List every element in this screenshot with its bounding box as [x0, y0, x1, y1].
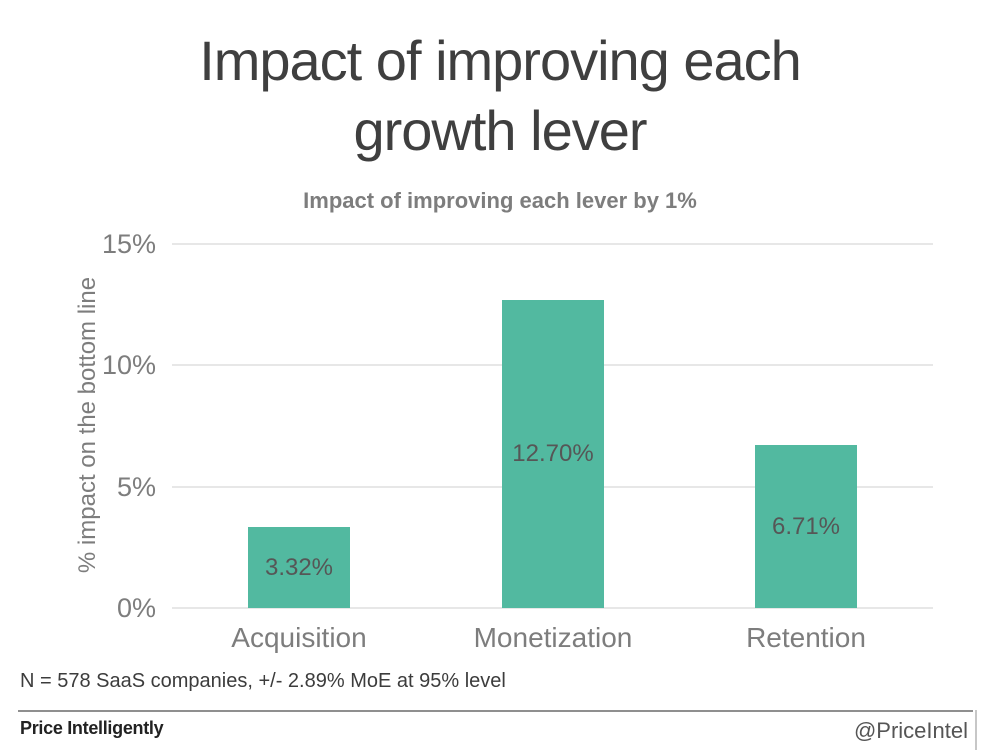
- gridline: [172, 607, 933, 609]
- bar-monetization: 12.70%: [502, 300, 604, 608]
- page-title: Impact of improving each growth lever: [199, 29, 802, 162]
- plot-area: 0% 5% 10% 15% 3.32% Acquisition 12.70% Monetiza…: [102, 229, 933, 653]
- right-edge-line: [975, 710, 977, 750]
- bar-slot: 6.71%: [679, 244, 933, 608]
- y-tick-label: 0%: [116, 593, 156, 623]
- bar-value-label: 3.32%: [264, 553, 334, 581]
- bar-value-label: 6.71%: [771, 512, 841, 540]
- bar-slot: 12.70%: [426, 244, 680, 608]
- y-tick-label: 15%: [101, 229, 156, 259]
- x-category-label: Retention: [746, 622, 866, 653]
- footer-divider: [18, 710, 973, 712]
- x-category-label: Monetization: [473, 622, 633, 653]
- chart-subtitle: Impact of improving each lever by 1%: [303, 188, 697, 213]
- y-tick-label: 5%: [116, 472, 156, 502]
- bar-value-label: 12.70%: [512, 440, 594, 467]
- y-tick-label: 10%: [101, 350, 156, 380]
- twitter-handle: @PriceIntel: [853, 718, 968, 743]
- footnote: N = 578 SaaS companies, +/- 2.89% MoE at…: [20, 670, 506, 692]
- bar-acquisition: 3.32%: [248, 527, 350, 608]
- x-category-label: Acquisition: [231, 622, 367, 653]
- brand-logo: Price Intelligently: [20, 718, 164, 738]
- gridline: [172, 243, 933, 245]
- y-axis-title: % impact on the bottom line: [74, 276, 101, 574]
- bar-slot: 3.32%: [172, 244, 426, 608]
- bar-retention: 6.71%: [755, 445, 857, 608]
